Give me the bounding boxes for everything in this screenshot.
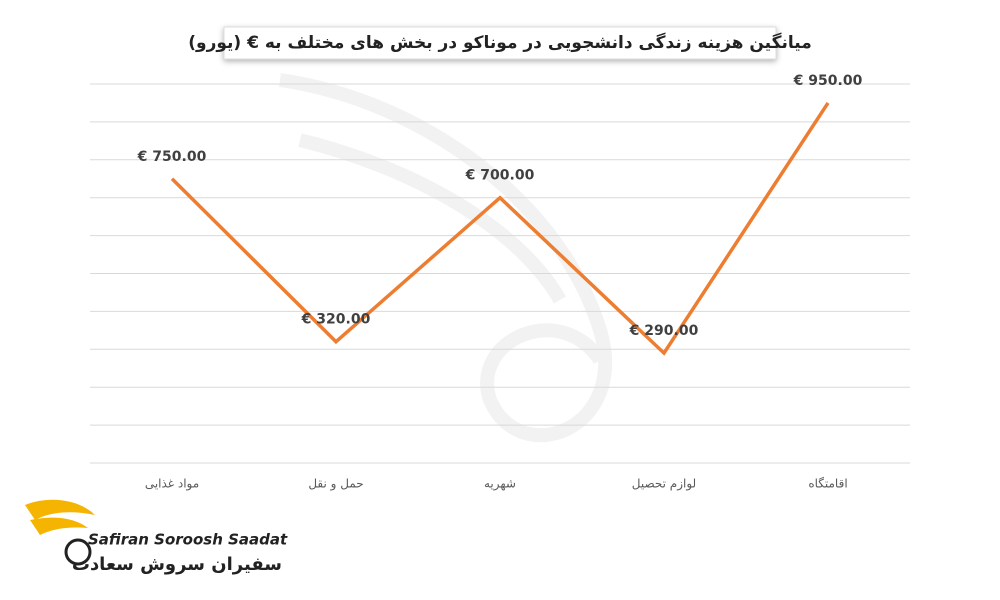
line: [170, 101, 830, 356]
x-tick-label: حمل و نقل: [308, 477, 363, 492]
data-label: € 290.00: [629, 323, 699, 339]
title-box: [223, 26, 777, 60]
logo-mark: [64, 538, 92, 566]
data-label: € 750.00: [137, 149, 207, 165]
x-tick-label: مواد غذایی: [145, 477, 199, 492]
x-tick-label: اقامتگاه: [808, 477, 847, 491]
logo-name-en: Safiran Soroosh Saadat: [88, 531, 288, 549]
x-tick-label: لوازم تحصیل: [632, 477, 696, 492]
watermark: [279, 73, 613, 443]
data-label: € 320.00: [301, 312, 371, 328]
data-label: € 950.00: [793, 73, 863, 89]
logo-wing: [30, 517, 88, 535]
logo-wing: [25, 499, 95, 520]
logo: Safiran Soroosh Saadat سفیران سروش سعادت: [25, 499, 288, 575]
logo-name-fa: سفیران سروش سعادت: [72, 554, 282, 575]
chart-title: میانگین هزینه زندگی دانشجویی در موناکو د…: [188, 32, 811, 53]
data-label: € 700.00: [465, 168, 535, 184]
x-tick-label: شهریه: [484, 477, 516, 492]
